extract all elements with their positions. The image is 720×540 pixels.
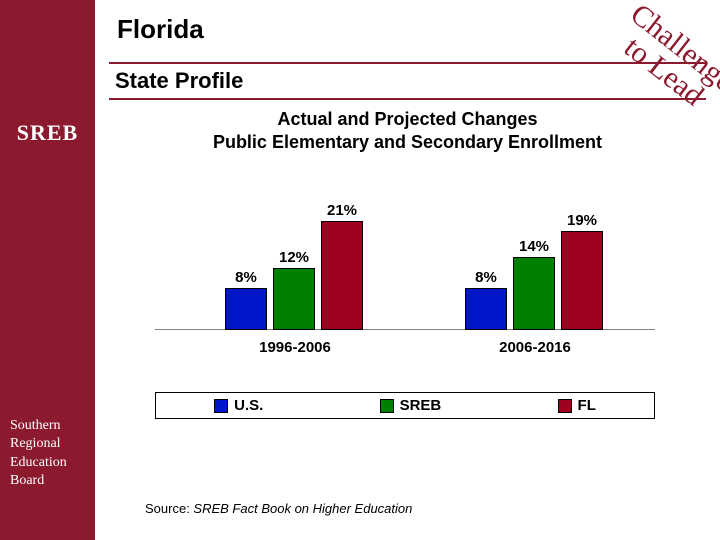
chart-title-line: Public Elementary and Secondary Enrollme… bbox=[95, 131, 720, 154]
bar bbox=[465, 288, 507, 330]
bar bbox=[225, 288, 267, 330]
legend-swatch bbox=[558, 399, 572, 413]
bar bbox=[513, 257, 555, 330]
legend-label: FL bbox=[578, 397, 596, 414]
corner-stamp: Challenge to Lead bbox=[607, 0, 720, 121]
main-content: Florida State Profile Challenge to Lead … bbox=[95, 0, 720, 540]
profile-bar: State Profile bbox=[109, 62, 706, 100]
source-line: Source: SREB Fact Book on Higher Educati… bbox=[145, 501, 412, 516]
x-tick-label: 1996-2006 bbox=[205, 339, 385, 356]
bar-value-label: 8% bbox=[216, 269, 276, 286]
legend-swatch bbox=[214, 399, 228, 413]
source-prefix: Source: bbox=[145, 501, 193, 516]
bar bbox=[561, 231, 603, 330]
org-line: Education bbox=[10, 454, 67, 472]
legend-label: U.S. bbox=[234, 397, 263, 414]
bar-group: 8% 12% 21% bbox=[205, 200, 385, 330]
bar-value-label: 8% bbox=[456, 269, 516, 286]
org-name: Southern Regional Education Board bbox=[10, 417, 67, 490]
legend: U.S. SREB FL bbox=[155, 392, 655, 419]
bar bbox=[321, 221, 363, 330]
org-line: Southern bbox=[10, 417, 67, 435]
legend-item: SREB bbox=[380, 397, 442, 414]
bar-value-label: 21% bbox=[312, 202, 372, 219]
source-text: SREB Fact Book on Higher Education bbox=[193, 501, 412, 516]
bar-value-label: 14% bbox=[504, 238, 564, 255]
bar-value-label: 19% bbox=[552, 212, 612, 229]
state-name: Florida bbox=[117, 14, 204, 45]
x-tick-label: 2006-2016 bbox=[445, 339, 625, 356]
bar-chart: 8% 12% 21% 8% 14% 19% 1996-2006 2006-2016 bbox=[155, 170, 655, 380]
org-line: Regional bbox=[10, 435, 67, 453]
sreb-logo: SREB bbox=[0, 120, 95, 146]
chart-title: Actual and Projected Changes Public Elem… bbox=[95, 108, 720, 153]
bar bbox=[273, 268, 315, 330]
legend-item: FL bbox=[558, 397, 596, 414]
bar-group: 8% 14% 19% bbox=[445, 200, 625, 330]
bar-value-label: 12% bbox=[264, 249, 324, 266]
sidebar: SREB Southern Regional Education Board bbox=[0, 0, 95, 540]
legend-swatch bbox=[380, 399, 394, 413]
org-line: Board bbox=[10, 472, 67, 490]
legend-label: SREB bbox=[400, 397, 442, 414]
chart-title-line: Actual and Projected Changes bbox=[95, 108, 720, 131]
legend-item: U.S. bbox=[214, 397, 263, 414]
profile-label: State Profile bbox=[115, 68, 243, 93]
